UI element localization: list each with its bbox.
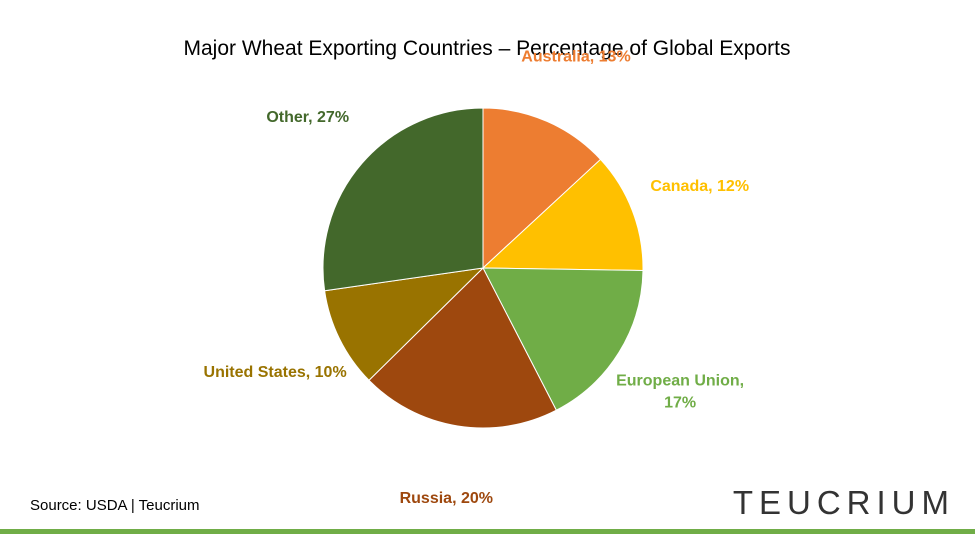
pie-label-russia: Russia, 20%: [400, 490, 493, 507]
teucrium-logo: TEUCRIUM: [732, 484, 955, 521]
pie-slice-canada: [481, 158, 644, 272]
chart-title: Major Wheat Exporting Countries – Percen…: [184, 37, 791, 60]
pie-slices: [322, 107, 644, 429]
pie-slice-united-states: [324, 267, 485, 381]
pie-slice-european-union: [482, 267, 644, 411]
source-note: Source: USDA | Teucrium: [30, 497, 200, 514]
pie-label-australia: Australia, 13%: [521, 49, 630, 66]
pie-slice-other: [322, 107, 484, 292]
pie-slice-australia: [482, 107, 602, 270]
pie-slice-russia: [368, 267, 557, 429]
pie-label-other: Other, 27%: [266, 109, 349, 126]
pie-label-european-union: European Union, 17%: [616, 372, 744, 411]
pie-labels: Australia, 13% Canada, 12% European Union,…: [204, 49, 750, 508]
pie-label-canada: Canada, 12%: [650, 178, 749, 195]
pie-label-united-states: United States, 10%: [204, 364, 347, 381]
footer-divider: [0, 529, 975, 534]
